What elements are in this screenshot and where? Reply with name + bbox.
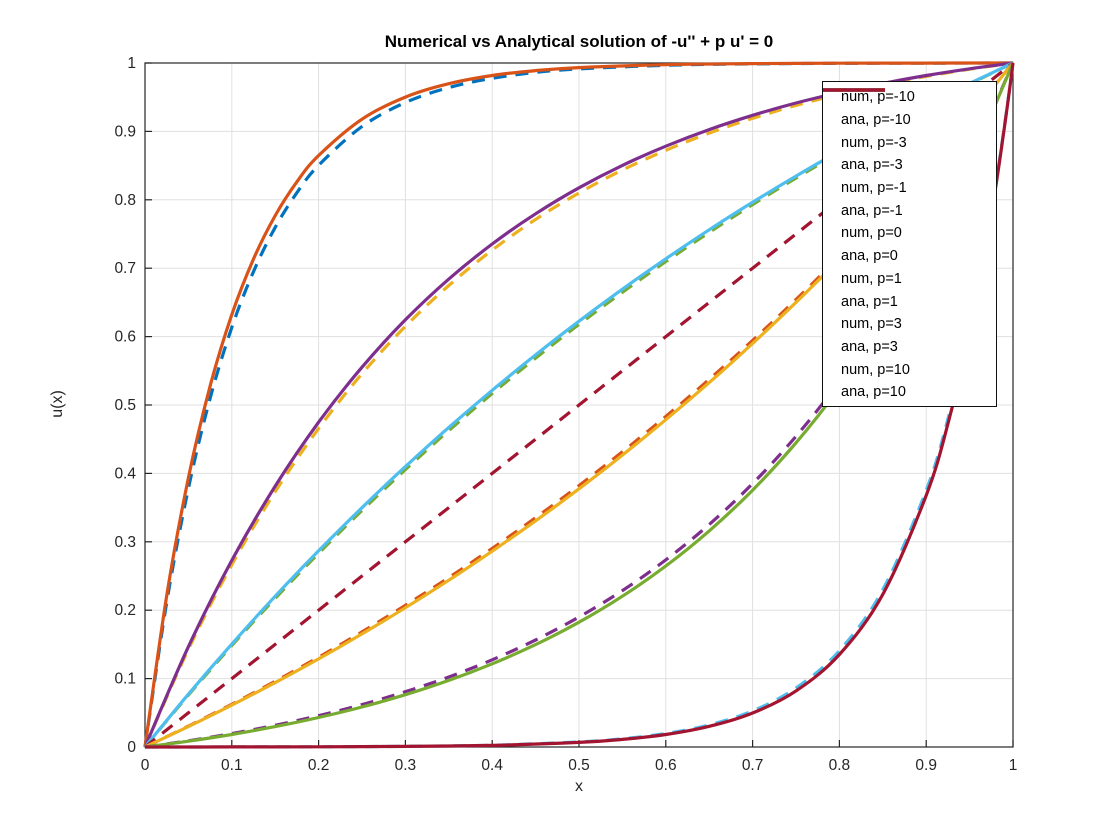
y-tick-label: 0.8	[114, 192, 136, 209]
curve-analytical-p-10	[143, 61, 1014, 748]
y-tick-label: 0.6	[114, 329, 136, 346]
legend-label: ana, p=0	[841, 248, 898, 265]
legend-label: num, p=-10	[841, 89, 915, 106]
legend-item-analytical-p3: ana, p=3	[823, 88, 996, 359]
legend-label: ana, p=1	[841, 293, 898, 310]
x-tick-label: 0	[141, 757, 150, 774]
y-tick-label: 0.9	[114, 123, 136, 140]
x-tick-label: 0.8	[829, 757, 851, 774]
x-tick-label: 1	[1009, 757, 1018, 774]
y-tick-label: 1	[127, 55, 136, 72]
chart-title: Numerical vs Analytical solution of -u''…	[384, 32, 774, 51]
y-tick-label: 0.5	[114, 397, 136, 414]
y-tick-label: 0.4	[114, 465, 136, 482]
y-tick-label: 0.2	[114, 602, 136, 619]
y-tick-label: 0.7	[114, 260, 136, 277]
legend-item-analytical-p-10: ana, p=-10	[823, 88, 996, 132]
legend-item-analytical-p-3: ana, p=-3	[823, 88, 996, 177]
x-tick-label: 0.5	[568, 757, 590, 774]
x-tick-label: 0.6	[655, 757, 677, 774]
tick-marks: 0 0.1 0.2 0.3 0.4 0.5 0.6 0.7 0.8 0.9 1 0 0.1 0.2 0.3 0…	[114, 55, 1017, 774]
legend-line-sample	[823, 88, 885, 92]
legend-item-analytical-p10: ana, p=10	[823, 88, 996, 404]
legend-item-analytical-p-1: ana, p=-1	[823, 88, 996, 222]
legend-label: ana, p=-3	[841, 157, 903, 174]
x-axis-label: x	[575, 778, 583, 795]
legend-item-numerical-p3: num, p=3	[823, 88, 996, 336]
x-tick-label: 0.2	[308, 757, 330, 774]
y-tick-label: 0.3	[114, 534, 136, 551]
legend-item-numerical-p0: num, p=0	[823, 88, 996, 245]
legend-label: num, p=-3	[841, 134, 907, 151]
x-tick-label: 0.7	[742, 757, 764, 774]
curve-numerical-p-10	[143, 61, 1014, 748]
legend-label: ana, p=-10	[841, 112, 911, 129]
legend: num, p=-10 ana, p=-10 num, p=-3 ana, p=-3 nu…	[822, 81, 997, 407]
legend-label: ana, p=3	[841, 338, 898, 355]
legend-item-numerical-p-1: num, p=-1	[823, 88, 996, 200]
legend-item-analytical-p0: ana, p=0	[823, 88, 996, 268]
legend-item-numerical-p-3: num, p=-3	[823, 88, 996, 154]
legend-label: ana, p=10	[841, 384, 906, 401]
x-tick-label: 0.9	[915, 757, 937, 774]
y-tick-label: 0.1	[114, 671, 136, 688]
x-tick-label: 0.3	[395, 757, 417, 774]
legend-item-numerical-p1: num, p=1	[823, 88, 996, 291]
y-tick-label: 0	[127, 739, 136, 756]
legend-item-analytical-p1: ana, p=1	[823, 88, 996, 313]
x-tick-label: 0.4	[481, 757, 503, 774]
x-tick-label: 0.1	[221, 757, 243, 774]
legend-item-numerical-p10: num, p=10	[823, 88, 996, 381]
y-axis-label: u(x)	[49, 390, 66, 418]
curve-numerical-p0	[144, 61, 1014, 749]
legend-label: num, p=3	[841, 316, 902, 333]
legend-label: num, p=1	[841, 270, 902, 287]
legend-label: num, p=10	[841, 361, 910, 378]
legend-label: num, p=-1	[841, 180, 907, 197]
legend-label: num, p=0	[841, 225, 902, 242]
legend-label: ana, p=-1	[841, 202, 903, 219]
